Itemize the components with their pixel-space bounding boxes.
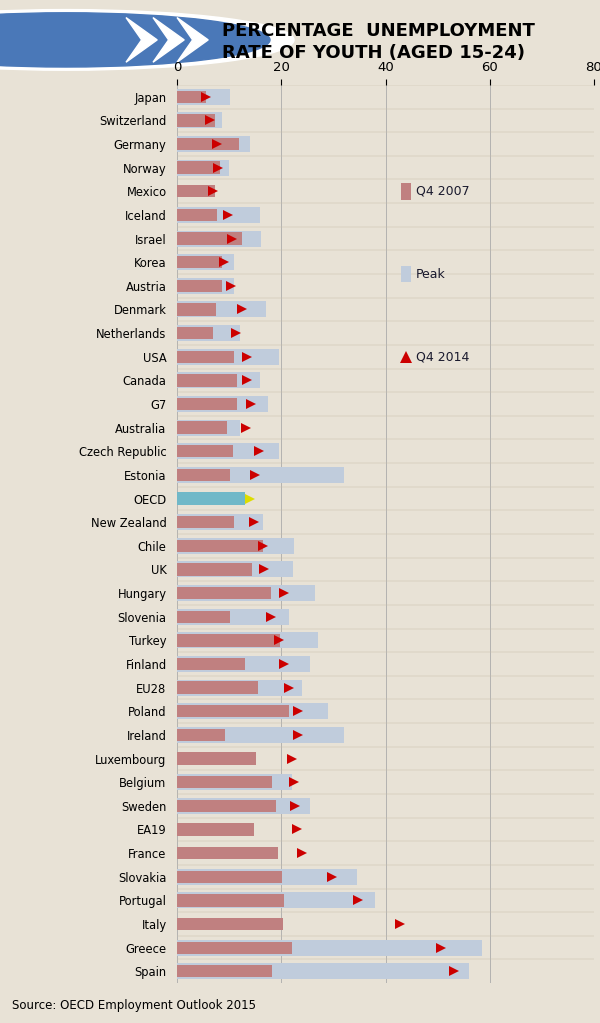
- Bar: [177, 91, 206, 103]
- Bar: [177, 869, 357, 885]
- Bar: [177, 302, 266, 317]
- Bar: [177, 728, 225, 741]
- Text: Q4 2014: Q4 2014: [416, 350, 469, 363]
- Bar: [177, 516, 235, 528]
- Bar: [177, 776, 272, 789]
- Bar: [177, 443, 278, 459]
- Polygon shape: [126, 17, 157, 62]
- Bar: [177, 774, 292, 790]
- Bar: [177, 89, 230, 104]
- Bar: [177, 752, 256, 765]
- Text: RATE OF YOUTH (AGED 15-24): RATE OF YOUTH (AGED 15-24): [222, 44, 525, 62]
- Bar: [177, 254, 235, 270]
- Bar: [177, 349, 278, 365]
- Bar: [177, 679, 302, 696]
- Bar: [177, 632, 318, 649]
- Bar: [177, 327, 214, 340]
- Bar: [177, 681, 258, 694]
- Bar: [177, 136, 250, 152]
- Bar: [177, 564, 252, 576]
- Bar: [177, 658, 245, 670]
- Bar: [177, 419, 239, 436]
- Bar: [177, 351, 235, 363]
- Bar: [177, 964, 469, 979]
- Bar: [177, 303, 216, 316]
- Bar: [177, 609, 289, 625]
- Bar: [177, 492, 245, 504]
- Bar: [177, 824, 254, 836]
- Bar: [177, 469, 230, 481]
- Bar: [177, 798, 310, 814]
- Bar: [177, 562, 293, 578]
- Bar: [177, 585, 315, 602]
- Bar: [177, 965, 272, 977]
- Bar: [177, 325, 239, 341]
- Bar: [177, 941, 292, 953]
- Bar: [177, 871, 282, 883]
- Bar: [177, 538, 294, 553]
- Bar: [177, 656, 310, 672]
- Bar: [177, 230, 262, 247]
- Bar: [177, 892, 375, 908]
- Bar: [177, 727, 344, 743]
- Bar: [177, 160, 229, 176]
- Bar: [177, 396, 268, 412]
- Bar: [177, 209, 217, 221]
- Bar: [177, 372, 260, 389]
- Bar: [177, 703, 328, 719]
- Bar: [177, 398, 237, 410]
- Bar: [177, 115, 215, 127]
- Polygon shape: [153, 17, 184, 62]
- FancyBboxPatch shape: [401, 266, 410, 282]
- Bar: [177, 847, 278, 859]
- Bar: [177, 232, 242, 244]
- FancyBboxPatch shape: [401, 183, 410, 199]
- Bar: [177, 894, 284, 906]
- Bar: [177, 421, 227, 434]
- Bar: [177, 515, 263, 530]
- Bar: [177, 634, 280, 647]
- Bar: [177, 279, 223, 292]
- Bar: [177, 540, 263, 552]
- Bar: [177, 256, 223, 268]
- Text: Q4 2007: Q4 2007: [416, 185, 469, 197]
- Circle shape: [0, 12, 270, 68]
- Text: PERCENTAGE  UNEMPLOYMENT: PERCENTAGE UNEMPLOYMENT: [222, 21, 535, 40]
- Text: Source: OECD Employment Outlook 2015: Source: OECD Employment Outlook 2015: [12, 999, 256, 1012]
- Bar: [177, 185, 215, 197]
- Circle shape: [0, 9, 294, 71]
- Bar: [177, 587, 271, 599]
- Bar: [177, 466, 344, 483]
- Text: Peak: Peak: [416, 267, 445, 280]
- Bar: [177, 138, 239, 150]
- Bar: [177, 705, 289, 717]
- Bar: [177, 162, 220, 174]
- Bar: [177, 800, 276, 812]
- Bar: [177, 918, 283, 930]
- Bar: [177, 278, 235, 294]
- Bar: [177, 611, 230, 623]
- Bar: [177, 207, 260, 223]
- Bar: [177, 445, 233, 457]
- Bar: [177, 939, 482, 955]
- Polygon shape: [177, 17, 208, 62]
- Bar: [177, 113, 222, 129]
- Bar: [177, 374, 237, 387]
